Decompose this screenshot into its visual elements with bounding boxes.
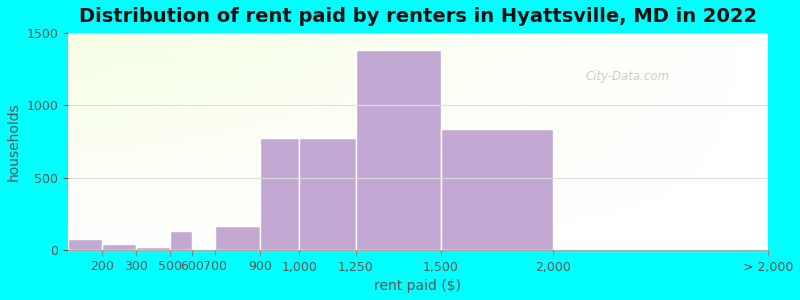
Bar — [170, 231, 192, 250]
Bar — [441, 129, 554, 250]
Bar — [68, 239, 102, 250]
Bar — [215, 226, 260, 250]
Bar — [192, 249, 215, 250]
Bar — [102, 244, 136, 250]
Bar — [356, 50, 441, 250]
Bar — [136, 247, 170, 250]
Bar — [299, 138, 356, 250]
Bar — [192, 249, 215, 250]
Y-axis label: households: households — [7, 102, 21, 181]
Bar — [260, 138, 299, 250]
Bar — [170, 231, 192, 250]
Bar — [299, 138, 356, 250]
Bar — [356, 50, 441, 250]
Bar — [441, 129, 554, 250]
X-axis label: rent paid ($): rent paid ($) — [374, 279, 462, 293]
Bar — [136, 247, 170, 250]
Bar — [68, 239, 102, 250]
Title: Distribution of rent paid by renters in Hyattsville, MD in 2022: Distribution of rent paid by renters in … — [79, 7, 757, 26]
Bar — [102, 244, 136, 250]
Bar — [260, 138, 299, 250]
Text: City-Data.com: City-Data.com — [586, 70, 670, 83]
Bar — [215, 226, 260, 250]
